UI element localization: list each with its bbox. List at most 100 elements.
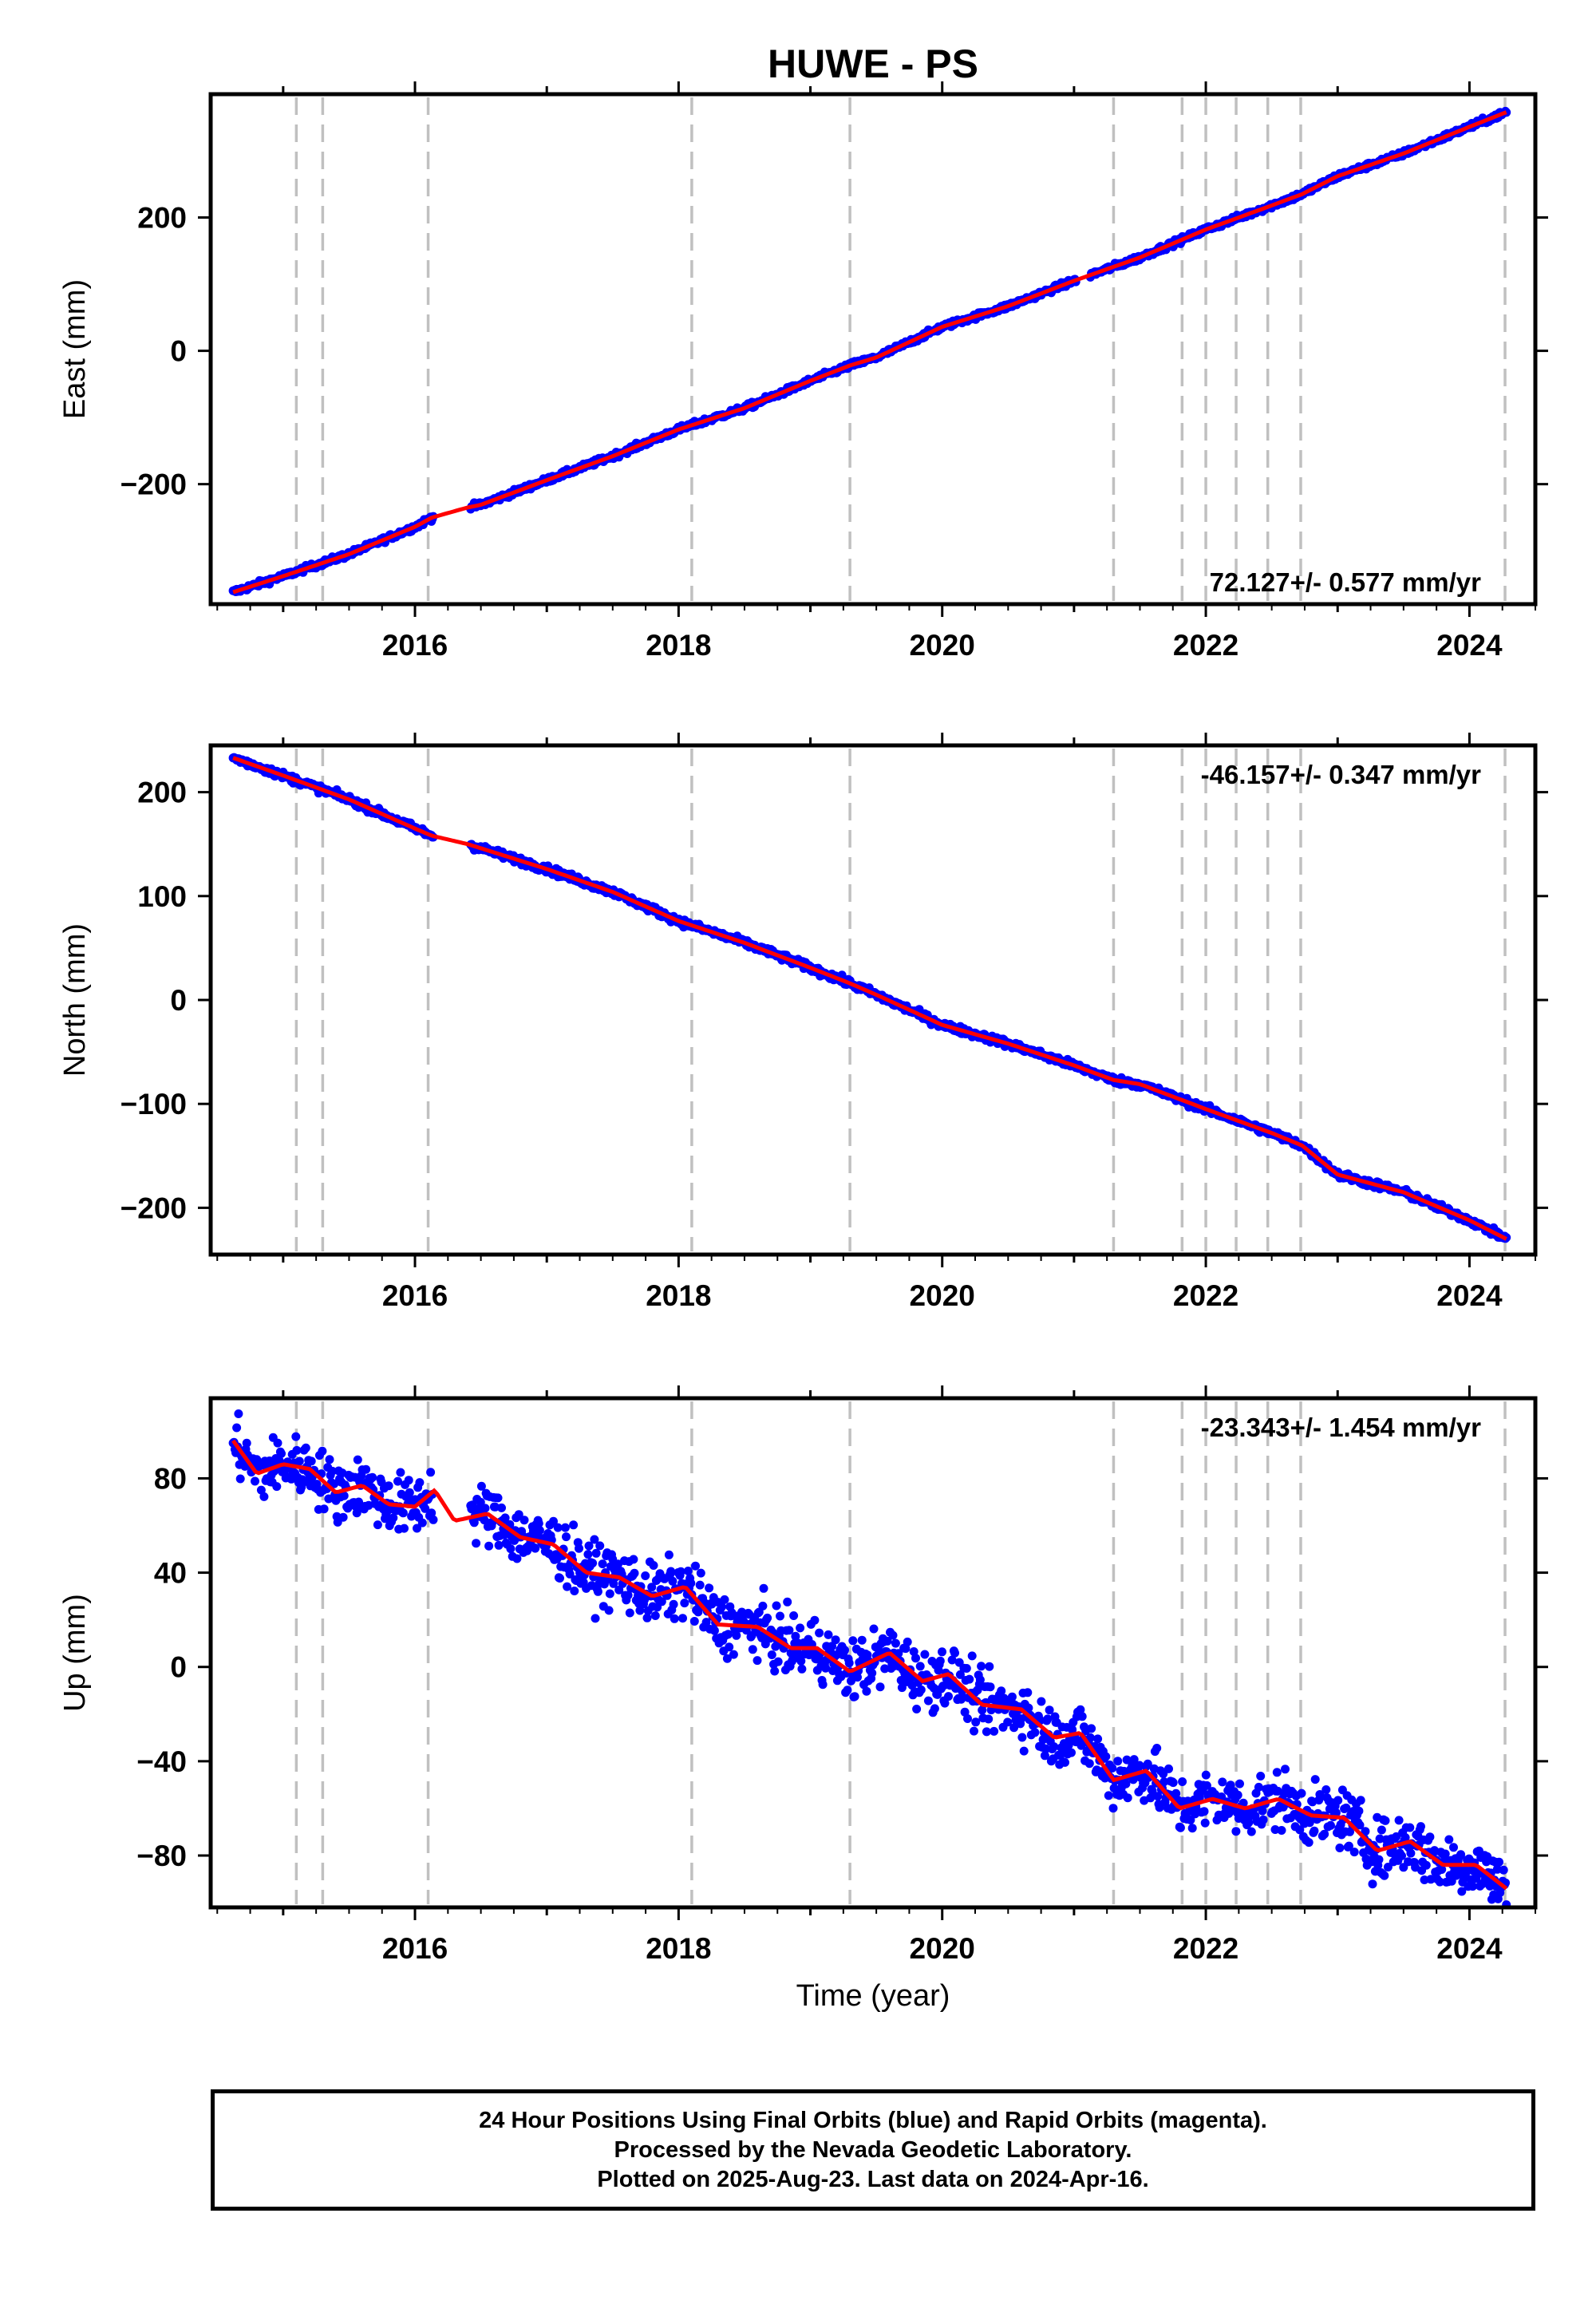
data-point	[1400, 1833, 1410, 1842]
data-point	[588, 1559, 598, 1568]
data-point	[361, 1464, 371, 1474]
data-point	[955, 1670, 965, 1679]
data-point	[691, 1561, 700, 1571]
data-point	[291, 1432, 301, 1441]
data-point	[625, 1608, 634, 1618]
data-point	[784, 1626, 794, 1635]
data-point	[664, 1550, 674, 1559]
data-point	[1281, 1765, 1290, 1774]
data-point	[500, 1513, 510, 1523]
data-point	[569, 1520, 579, 1530]
data-point	[256, 1485, 266, 1495]
data-point	[683, 1567, 693, 1575]
data-point	[1226, 1780, 1235, 1790]
data-point	[912, 1705, 922, 1713]
data-point	[318, 1446, 327, 1456]
data-point	[1101, 1752, 1111, 1761]
data-point	[1361, 1827, 1370, 1836]
data-point	[773, 1657, 783, 1666]
data-point	[791, 1631, 800, 1641]
data-point	[421, 1504, 430, 1513]
data-point	[1104, 1791, 1113, 1800]
data-point	[1084, 1759, 1094, 1769]
data-point	[680, 1599, 689, 1608]
data-point	[847, 1676, 855, 1686]
data-point	[480, 1504, 490, 1513]
data-point	[729, 1650, 738, 1659]
y-tick-label: −80	[136, 1840, 187, 1872]
plot-frame	[208, 743, 1538, 1257]
data-point	[947, 1655, 957, 1665]
footer-line-2: Processed by the Nevada Geodetic Laborat…	[614, 2137, 1132, 2163]
plot-frame	[208, 1396, 1538, 1910]
data-point	[472, 1539, 481, 1548]
data-point	[920, 1650, 930, 1659]
data-point	[1295, 1825, 1305, 1835]
data-point	[354, 1497, 363, 1507]
data-point	[867, 1668, 877, 1678]
data-point	[469, 1518, 479, 1528]
data-point	[1305, 1818, 1314, 1828]
x-tick-label: 2018	[646, 629, 711, 662]
data-point	[1345, 1827, 1354, 1836]
data-point	[1272, 1768, 1282, 1777]
data-point	[338, 1512, 348, 1522]
data-point	[843, 1686, 852, 1695]
data-point	[534, 1519, 543, 1528]
data-point	[1254, 1782, 1263, 1792]
data-point	[405, 1488, 414, 1497]
data-point	[591, 1548, 601, 1558]
data-point	[789, 1611, 799, 1620]
data-point	[1349, 1848, 1359, 1857]
x-axis-label: Time (year)	[796, 1979, 950, 2013]
data-point	[415, 1478, 425, 1488]
data-point	[1108, 1764, 1117, 1773]
data-point	[844, 1658, 854, 1668]
data-point	[630, 1568, 639, 1578]
data-point	[1159, 1777, 1169, 1787]
data-point	[277, 1448, 286, 1458]
data-point	[1155, 1803, 1164, 1812]
data-point	[609, 1579, 618, 1588]
data-point	[1310, 1775, 1320, 1784]
data-point	[875, 1682, 885, 1692]
data-point	[985, 1662, 994, 1671]
data-point	[1017, 1733, 1027, 1742]
data-point	[840, 1646, 849, 1655]
data-point	[880, 1664, 890, 1674]
data-point	[235, 1474, 245, 1484]
data-point	[903, 1637, 912, 1646]
x-tick-label: 2018	[646, 1279, 711, 1312]
data-point	[770, 1666, 780, 1676]
rate-label: -46.157+/- 0.347 mm/yr	[1201, 760, 1481, 789]
data-point	[1235, 1779, 1244, 1788]
data-point	[1406, 1848, 1416, 1858]
data-point	[984, 1714, 994, 1724]
data-point	[783, 1597, 792, 1607]
data-point	[1344, 1841, 1353, 1851]
y-tick-label: 200	[137, 202, 187, 235]
data-point	[689, 1617, 699, 1626]
data-point	[857, 1635, 867, 1645]
data-point	[869, 1624, 879, 1634]
data-point	[1122, 1755, 1132, 1765]
data-point	[1067, 1748, 1076, 1757]
data-point	[642, 1613, 652, 1622]
data-point	[950, 1648, 959, 1658]
footer-line-1: 24 Hour Positions Using Final Orbits (bl…	[479, 2108, 1267, 2133]
rate-label: -23.343+/- 1.454 mm/yr	[1201, 1413, 1481, 1442]
data-point	[413, 1524, 421, 1533]
data-point	[563, 1582, 572, 1591]
data-points	[228, 753, 1511, 1243]
y-tick-label: −200	[120, 1192, 187, 1224]
y-tick-label: 0	[170, 335, 187, 368]
data-point	[1435, 1877, 1444, 1887]
data-point	[1037, 1697, 1046, 1706]
x-tick-label: 2018	[646, 1932, 711, 1965]
data-point	[1310, 1826, 1319, 1836]
data-point	[519, 1516, 529, 1525]
data-point	[971, 1717, 981, 1727]
data-point	[1146, 1793, 1156, 1803]
footer-box: 24 Hour Positions Using Final Orbits (bl…	[211, 2089, 1535, 2211]
data-point	[967, 1651, 977, 1661]
